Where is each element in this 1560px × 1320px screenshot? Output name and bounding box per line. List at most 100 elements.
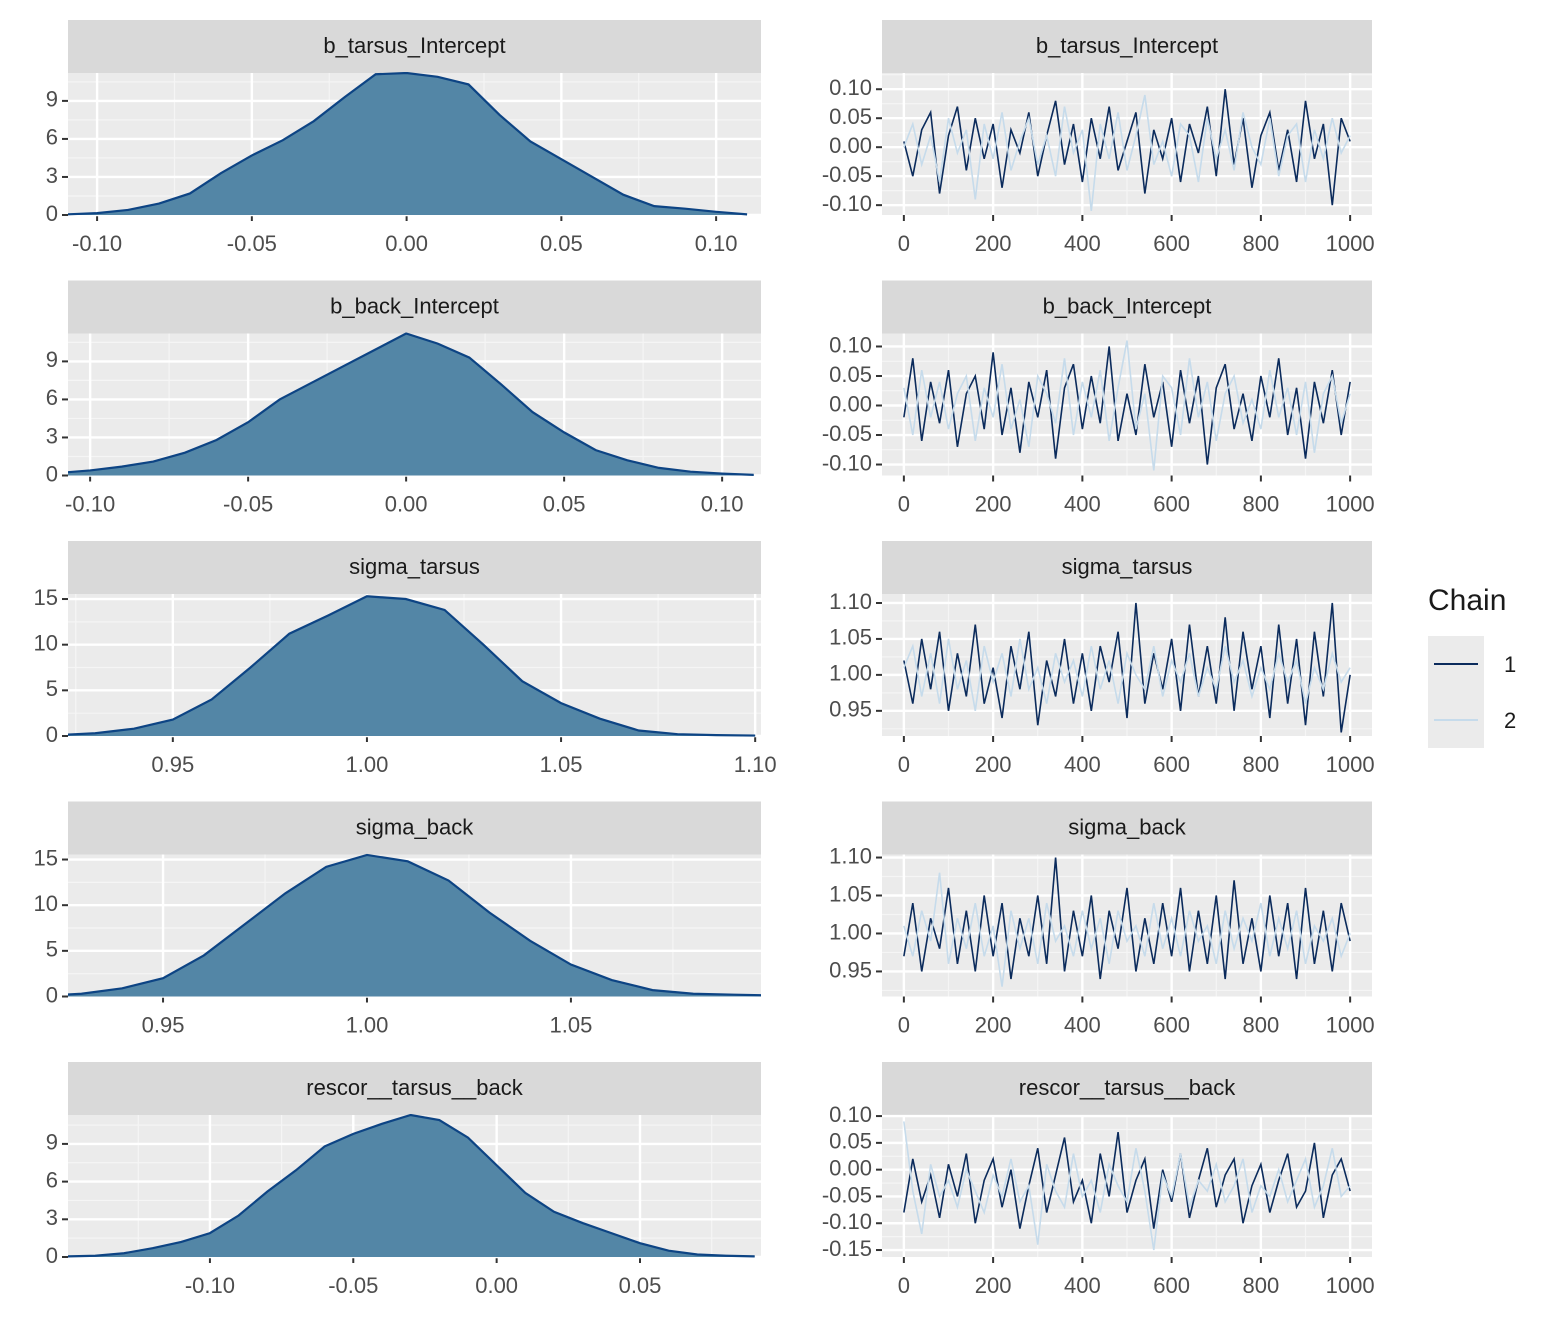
trace-line bbox=[903, 89, 1351, 206]
x-tick-label: 1.00 bbox=[346, 752, 389, 777]
y-tick-label: 9 bbox=[46, 87, 58, 112]
y-tick-label: 0.95 bbox=[829, 697, 872, 722]
legend: Chain 1 2 bbox=[1428, 584, 1516, 748]
x-tick-label: 0 bbox=[898, 1273, 910, 1298]
y-tick-label: 15 bbox=[34, 585, 58, 610]
x-tick-label: 200 bbox=[975, 1273, 1012, 1298]
density-area bbox=[68, 1115, 755, 1257]
x-tick-label: 0.95 bbox=[151, 752, 194, 777]
y-tick-label: 0.00 bbox=[829, 391, 872, 416]
strip-background bbox=[882, 1062, 1372, 1115]
panel: b_back_Intercept 0 200 400 600 800 1000 -0.10 -0… bbox=[822, 280, 1375, 516]
density-area bbox=[68, 596, 756, 736]
x-tick-label: 600 bbox=[1153, 1012, 1190, 1037]
strip-title: sigma_tarsus bbox=[349, 554, 480, 579]
y-tick-label: 9 bbox=[46, 347, 58, 372]
x-tick-label: 800 bbox=[1243, 752, 1280, 777]
panel: sigma_back 0.95 1.00 1.05 0 5 10 15 bbox=[34, 801, 761, 1037]
y-tick-label: 0.10 bbox=[829, 75, 872, 100]
panel: rescor__tarsus__back 0 200 400 600 800 1000 -0.… bbox=[822, 1062, 1375, 1298]
density-line bbox=[68, 853, 761, 997]
y-tick-label: -0.05 bbox=[822, 1182, 872, 1207]
x-tick-label: 400 bbox=[1064, 1273, 1101, 1298]
trace-line bbox=[903, 346, 1351, 465]
panel: sigma_tarsus 0 200 400 600 800 1000 0.95 1.00 1.0… bbox=[829, 541, 1375, 777]
density-line bbox=[68, 1114, 755, 1258]
x-tick-label: 1.10 bbox=[734, 752, 777, 777]
x-tick-label: -0.10 bbox=[65, 491, 115, 516]
y-tick-label: 0 bbox=[46, 201, 58, 226]
strip-title: b_tarsus_Intercept bbox=[1036, 33, 1218, 58]
y-tick-label: 0.00 bbox=[829, 1155, 872, 1180]
y-tick-label: 0 bbox=[46, 982, 58, 1007]
x-tick-label: 800 bbox=[1243, 1012, 1280, 1037]
strip-title: b_tarsus_Intercept bbox=[323, 33, 505, 58]
legend-title: Chain bbox=[1428, 584, 1506, 617]
panel: rescor__tarsus__back -0.10 -0.05 0.00 0.05 0 3… bbox=[46, 1062, 761, 1298]
trace-line bbox=[903, 94, 1351, 212]
x-tick-label: 1.00 bbox=[346, 1012, 389, 1037]
x-tick-label: 0.05 bbox=[540, 231, 583, 256]
strip-background bbox=[68, 541, 761, 594]
y-tick-label: 0.05 bbox=[829, 1129, 872, 1154]
density-line bbox=[68, 332, 754, 476]
x-tick-label: -0.05 bbox=[223, 491, 273, 516]
panel: sigma_tarsus 0.95 1.00 1.05 1.10 0 5 10 15 bbox=[34, 541, 777, 777]
legend-label: 1 bbox=[1504, 652, 1516, 677]
y-tick-label: 0.05 bbox=[829, 362, 872, 387]
x-tick-label: 600 bbox=[1153, 231, 1190, 256]
y-tick-label: 5 bbox=[46, 676, 58, 701]
trace-line bbox=[903, 1121, 1351, 1251]
x-tick-label: 0.05 bbox=[543, 491, 586, 516]
y-tick-label: 1.05 bbox=[829, 881, 872, 906]
x-tick-label: 200 bbox=[975, 1012, 1012, 1037]
density-area bbox=[68, 333, 754, 476]
strip-title: sigma_tarsus bbox=[1062, 554, 1193, 579]
y-tick-label: 9 bbox=[46, 1130, 58, 1155]
x-tick-label: 600 bbox=[1153, 491, 1190, 516]
y-tick-label: 0.10 bbox=[829, 332, 872, 357]
y-tick-label: 0.95 bbox=[829, 957, 872, 982]
panel: b_back_Intercept -0.10 -0.05 0.00 0.05 0.10 0 3… bbox=[46, 280, 761, 516]
x-tick-label: 1.05 bbox=[540, 752, 583, 777]
strip-background bbox=[68, 1062, 761, 1115]
y-tick-label: 0 bbox=[46, 1243, 58, 1268]
y-tick-label: -0.10 bbox=[822, 191, 872, 216]
x-tick-label: 800 bbox=[1243, 231, 1280, 256]
strip-title: b_back_Intercept bbox=[330, 293, 499, 318]
y-tick-label: -0.05 bbox=[822, 162, 872, 187]
trace-line bbox=[903, 602, 1351, 733]
strip-title: rescor__tarsus__back bbox=[306, 1075, 523, 1100]
x-tick-label: 0 bbox=[898, 1012, 910, 1037]
y-tick-label: 15 bbox=[34, 845, 58, 870]
x-tick-label: 0.95 bbox=[142, 1012, 185, 1037]
density-line bbox=[68, 595, 756, 737]
trace-line bbox=[903, 638, 1351, 711]
strip-title: sigma_back bbox=[1068, 814, 1186, 839]
x-tick-label: 400 bbox=[1064, 752, 1101, 777]
strip-background bbox=[68, 801, 761, 855]
y-tick-label: -0.15 bbox=[822, 1236, 872, 1261]
x-tick-label: 400 bbox=[1064, 1012, 1101, 1037]
trace-line bbox=[903, 340, 1351, 471]
y-tick-label: 3 bbox=[46, 1205, 58, 1230]
x-tick-label: 1000 bbox=[1326, 752, 1375, 777]
x-tick-label: 200 bbox=[975, 752, 1012, 777]
x-tick-label: 600 bbox=[1153, 1273, 1190, 1298]
panel: b_tarsus_Intercept -0.10 -0.05 0.00 0.05 0.10… bbox=[46, 20, 761, 256]
density-area bbox=[68, 73, 748, 215]
x-tick-label: 0.10 bbox=[695, 231, 738, 256]
x-tick-label: 0.10 bbox=[701, 491, 744, 516]
strip-background bbox=[882, 541, 1372, 594]
strip-background bbox=[882, 801, 1372, 855]
x-tick-label: 0.00 bbox=[385, 491, 428, 516]
strip-title: b_back_Intercept bbox=[1043, 293, 1212, 318]
y-tick-label: 6 bbox=[46, 1167, 58, 1192]
y-tick-label: 0 bbox=[46, 722, 58, 747]
strip-background bbox=[68, 20, 761, 73]
density-line bbox=[68, 72, 748, 216]
y-tick-label: 10 bbox=[34, 891, 58, 916]
density-area bbox=[68, 854, 761, 997]
x-tick-label: -0.10 bbox=[185, 1273, 235, 1298]
y-tick-label: 6 bbox=[46, 125, 58, 150]
